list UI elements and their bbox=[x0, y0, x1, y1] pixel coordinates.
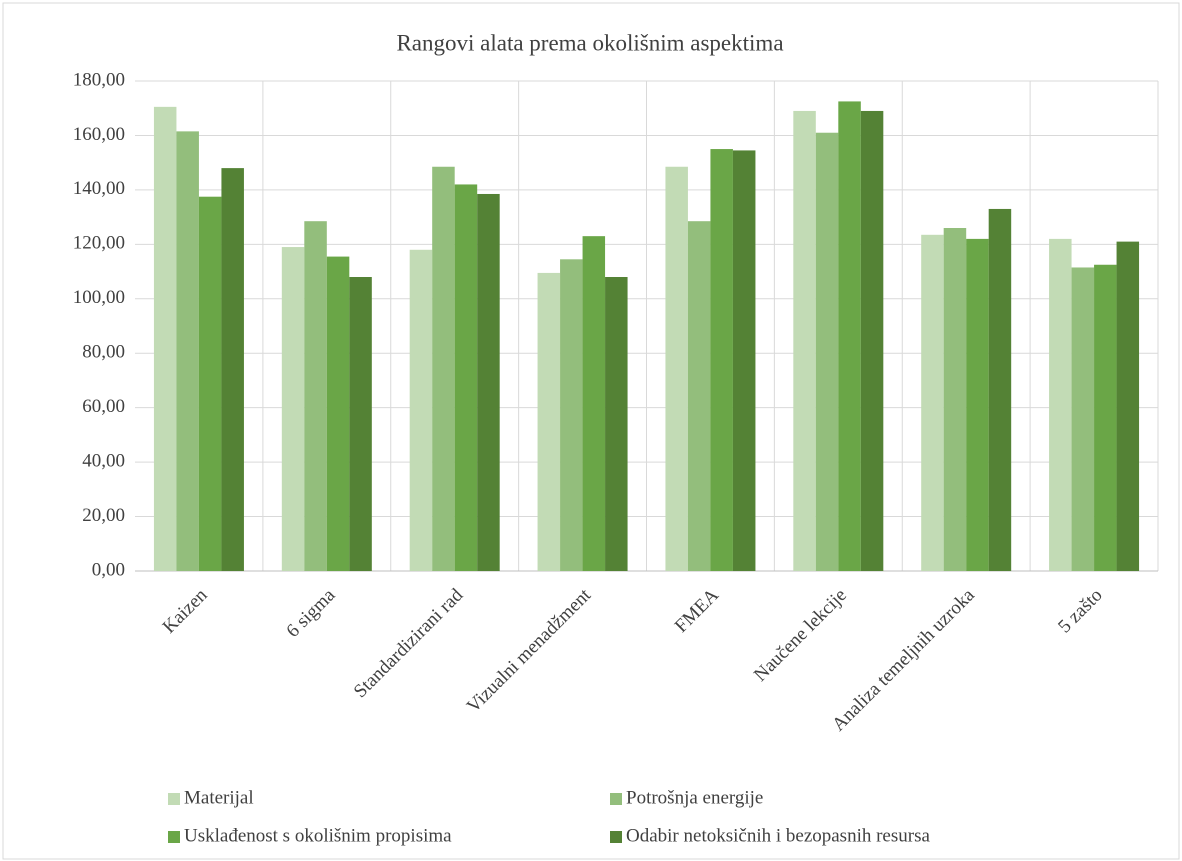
bar bbox=[198, 196, 222, 571]
bar bbox=[582, 236, 606, 571]
y-tick-label: 180,00 bbox=[73, 69, 125, 90]
y-tick-label: 20,00 bbox=[82, 505, 125, 526]
bar bbox=[281, 247, 305, 572]
legend-label: Usklađenost s okolišnim propisima bbox=[184, 825, 452, 846]
legend-label: Materijal bbox=[184, 787, 254, 808]
y-tick-label: 40,00 bbox=[82, 450, 125, 471]
bar bbox=[838, 101, 861, 572]
y-tick-label: 60,00 bbox=[82, 396, 125, 417]
bar bbox=[665, 166, 688, 571]
bar bbox=[454, 184, 478, 571]
legend-label: Odabir netoksičnih i bezopasnih resursa bbox=[626, 825, 930, 846]
bar bbox=[988, 208, 1012, 571]
bar bbox=[710, 149, 733, 572]
y-tick-label: 0,00 bbox=[92, 559, 125, 580]
bar bbox=[815, 132, 839, 571]
bar bbox=[860, 110, 884, 571]
bar bbox=[687, 221, 711, 571]
bar bbox=[966, 238, 989, 571]
bar bbox=[793, 110, 816, 571]
bar bbox=[921, 234, 944, 572]
y-tick-label: 160,00 bbox=[73, 124, 125, 145]
bar bbox=[1071, 267, 1095, 571]
legend-swatch bbox=[610, 793, 622, 805]
bar bbox=[153, 106, 177, 571]
bar bbox=[605, 277, 628, 571]
legend-label: Potrošnja energije bbox=[626, 787, 763, 808]
y-tick-label: 80,00 bbox=[82, 342, 125, 363]
bar bbox=[732, 150, 756, 571]
legend-swatch bbox=[168, 793, 180, 805]
bar bbox=[326, 256, 350, 571]
bar bbox=[409, 249, 433, 571]
bar bbox=[560, 259, 583, 571]
legend-swatch bbox=[168, 831, 180, 843]
bar bbox=[1116, 241, 1140, 571]
legend-swatch bbox=[610, 831, 622, 843]
bar bbox=[221, 168, 244, 571]
chart-title: Rangovi alata prema okolišnim aspektima bbox=[396, 30, 783, 55]
bar bbox=[1049, 238, 1072, 571]
y-tick-label: 140,00 bbox=[73, 178, 125, 199]
bar bbox=[349, 277, 372, 571]
bar bbox=[477, 193, 500, 571]
bar bbox=[1094, 264, 1117, 571]
y-tick-label: 100,00 bbox=[73, 287, 125, 308]
bar bbox=[176, 131, 199, 571]
bar bbox=[537, 272, 561, 571]
bar bbox=[943, 228, 967, 571]
bar bbox=[432, 166, 455, 571]
bar bbox=[304, 221, 327, 571]
y-tick-label: 120,00 bbox=[73, 233, 125, 254]
